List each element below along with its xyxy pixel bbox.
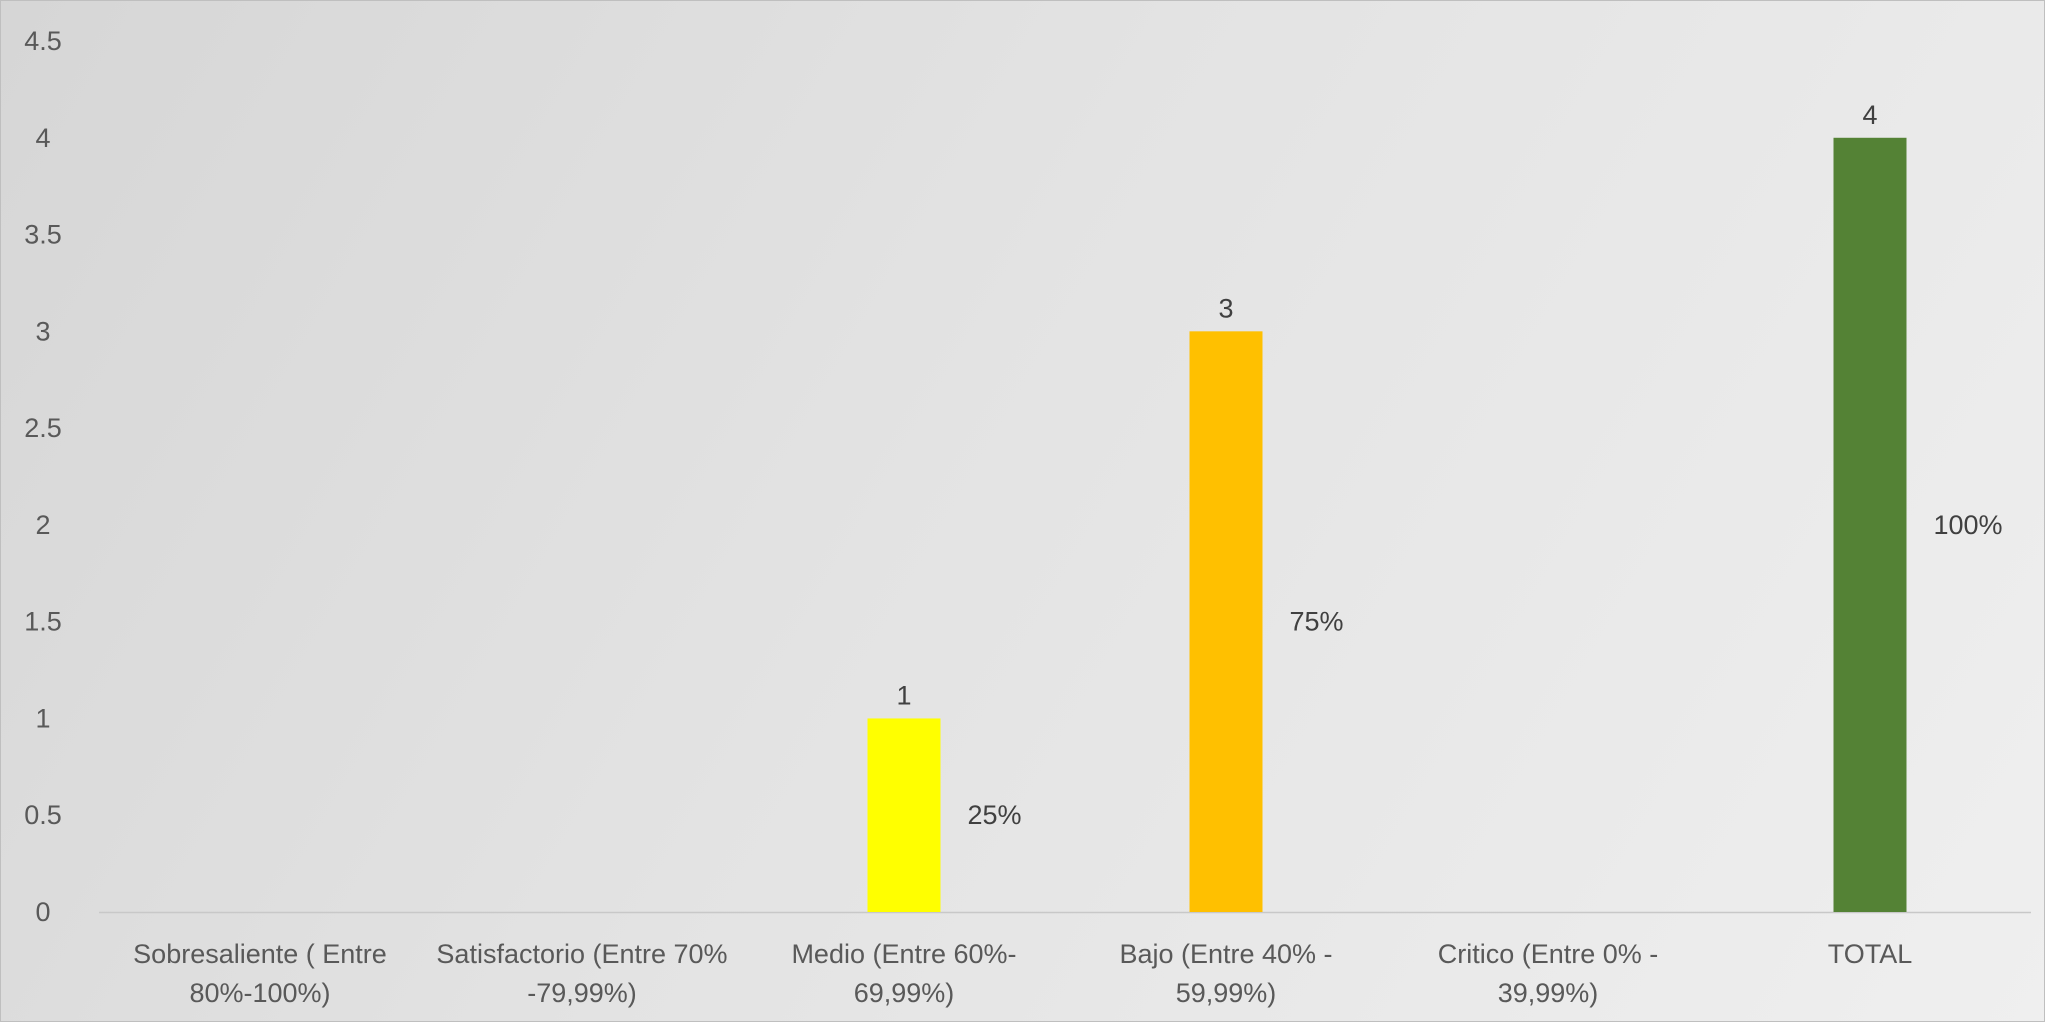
x-tick-label: TOTAL (1828, 939, 1913, 969)
y-axis: 0 0.5 1 1.5 2 2.5 3 3.5 4 4.5 (24, 26, 62, 927)
y-tick-label: 4.5 (24, 26, 62, 56)
bar (1189, 331, 1263, 912)
y-tick-label: 2 (35, 510, 50, 540)
bar (867, 718, 941, 912)
x-tick-label: Medio (Entre 60%- (791, 939, 1016, 969)
y-tick-label: 1.5 (24, 607, 62, 637)
x-tick-label: Critico (Entre 0% - (1438, 939, 1659, 969)
bar (1833, 137, 1907, 912)
x-tick-label: 80%-100%) (189, 978, 330, 1008)
y-tick-label: 0 (35, 897, 50, 927)
data-labels: 1 25% 3 75% 4 100% (896, 100, 2002, 830)
value-label: 4 (1862, 100, 1877, 130)
y-tick-label: 3.5 (24, 220, 62, 250)
y-tick-label: 0.5 (24, 800, 62, 830)
x-tick-label: -79,99%) (527, 978, 637, 1008)
y-tick-label: 3 (35, 316, 50, 346)
percent-label: 25% (968, 800, 1022, 830)
value-label: 3 (1218, 293, 1233, 323)
x-tick-label: 59,99%) (1176, 978, 1277, 1008)
x-tick-label: 39,99%) (1498, 978, 1599, 1008)
x-tick-label: Bajo (Entre 40% - (1119, 939, 1332, 969)
percent-label: 100% (1934, 510, 2003, 540)
x-tick-label: Sobresaliente ( Entre (133, 939, 387, 969)
bars (867, 137, 1907, 912)
percent-label: 75% (1290, 607, 1344, 637)
y-tick-label: 2.5 (24, 413, 62, 443)
value-label: 1 (896, 680, 911, 710)
y-tick-label: 1 (35, 703, 50, 733)
x-tick-label: 69,99%) (854, 978, 955, 1008)
x-tick-label: Satisfactorio (Entre 70% (436, 939, 727, 969)
x-axis: Sobresaliente ( Entre 80%-100%) Satisfacto… (99, 911, 2031, 1008)
y-tick-label: 4 (35, 123, 50, 153)
